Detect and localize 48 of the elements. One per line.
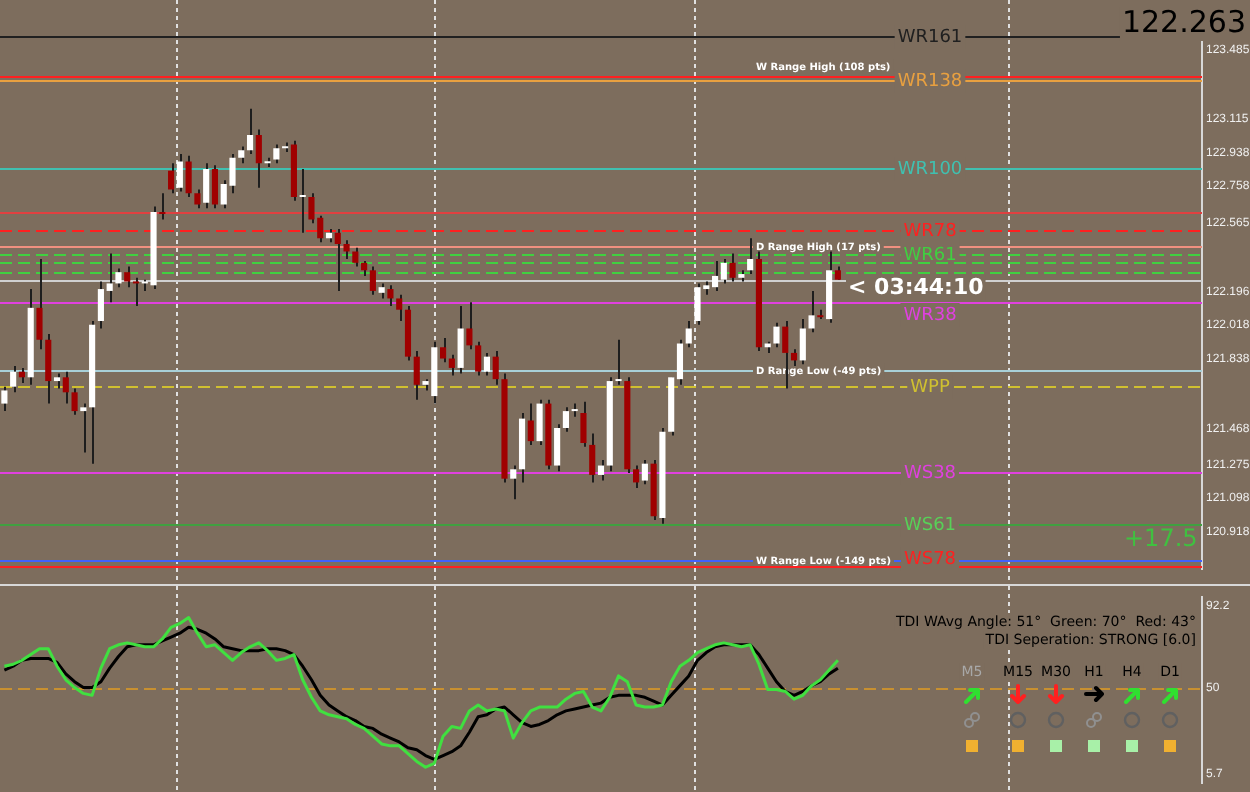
candlestick: [185, 154, 192, 199]
ref-line-label: WS61: [903, 515, 957, 536]
ref-line-label: WR38: [903, 305, 958, 326]
candlestick: [527, 402, 534, 446]
candlestick: [1, 385, 8, 413]
candlestick: [246, 107, 254, 155]
ref-line-label: WS78: [903, 549, 957, 570]
ref-line-label: WR138: [897, 71, 963, 92]
ref-line-label: WS38: [903, 463, 957, 484]
candlestick: [71, 387, 78, 416]
candlestick: [457, 304, 464, 375]
ref-line-label: WPP: [910, 377, 951, 398]
candlestick: [369, 265, 376, 296]
ref-line-label: WR161: [897, 27, 963, 48]
candlestick: [299, 167, 306, 234]
annotation: < 03:44:10: [848, 273, 985, 300]
candlestick: [711, 259, 719, 292]
candlestick: [159, 192, 166, 221]
candlestick: [694, 282, 701, 326]
candlestick: [194, 188, 201, 210]
candlestick: [124, 265, 131, 289]
candlestick: [773, 321, 780, 349]
candlestick: [211, 164, 219, 210]
candlestick: [62, 370, 69, 405]
candlestick: [641, 458, 648, 486]
candlestick: [808, 289, 815, 334]
candlestick: [352, 246, 359, 268]
candlestick: [440, 336, 447, 364]
candlestick: [255, 128, 262, 189]
candlestick: [685, 319, 692, 349]
candlestick: [203, 162, 210, 210]
candlestick: [483, 351, 491, 377]
candlestick: [273, 143, 280, 165]
candlestick: [720, 258, 727, 285]
candlestick: [747, 237, 754, 276]
candlestick: [799, 318, 806, 366]
candlestick: [10, 365, 17, 394]
candlestick: [387, 284, 394, 307]
candlestick: [413, 350, 420, 401]
annotation: +17.5: [1124, 524, 1198, 553]
candlestick: [168, 162, 175, 195]
candlestick: [729, 252, 736, 283]
ref-line-label: WR78: [903, 221, 958, 242]
ref-line-label: WR61: [903, 245, 957, 266]
candlestick: [536, 398, 543, 446]
candlestick: [176, 152, 183, 193]
ref-line-label: WR100: [897, 159, 963, 180]
annotation: 122.263: [1121, 3, 1246, 40]
